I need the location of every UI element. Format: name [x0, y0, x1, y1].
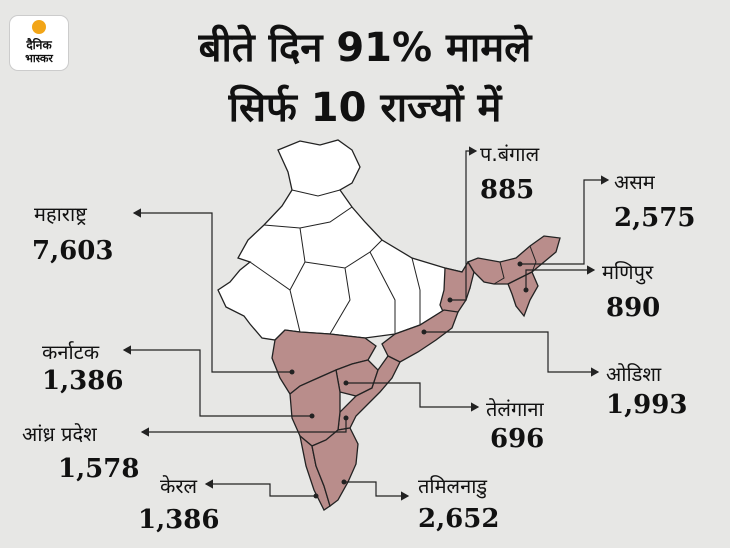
- leader-telangana: [346, 382, 480, 412]
- sun-icon: [32, 20, 46, 34]
- leader-manipur: [525, 265, 596, 290]
- label-telangana: तेलंगाना: [486, 397, 544, 421]
- headline-line-1: बीते दिन 91% मामले: [198, 25, 532, 71]
- leader-maharashtra: [132, 208, 292, 373]
- label-west-bengal: प.बंगाल: [480, 142, 540, 166]
- value-tamil-nadu: 2,652: [418, 504, 500, 534]
- leader-assam: [520, 175, 610, 265]
- label-karnataka: कर्नाटक: [42, 340, 100, 364]
- state-manipur: [507, 271, 539, 318]
- leader-andhra-pradesh: [140, 418, 347, 437]
- leader-west-bengal: [450, 146, 478, 301]
- value-telangana: 696: [490, 424, 545, 454]
- leader-kerala: [204, 479, 316, 497]
- state-karnataka: [289, 369, 341, 447]
- label-kerala: केरल: [160, 474, 198, 498]
- label-assam: असम: [614, 170, 655, 194]
- label-maharashtra: महाराष्ट्र: [34, 202, 87, 226]
- leader-odisha: [424, 331, 600, 377]
- state-andhra-pradesh: [337, 355, 401, 431]
- label-tamil-nadu: तमिलनाडु: [418, 474, 488, 498]
- value-andhra-pradesh: 1,578: [58, 454, 140, 484]
- state-assam: [467, 235, 561, 285]
- label-manipur: मणिपुर: [602, 260, 654, 284]
- leader-karnataka: [122, 345, 312, 417]
- value-manipur: 890: [606, 293, 661, 323]
- state-odisha: [381, 309, 459, 363]
- leader-tamil-nadu: [344, 481, 410, 501]
- label-andhra-pradesh: आंध्र प्रदेश: [22, 422, 97, 446]
- label-odisha: ओडिशा: [606, 362, 662, 386]
- value-karnataka: 1,386: [42, 366, 124, 396]
- value-odisha: 1,993: [606, 390, 688, 420]
- value-maharashtra: 7,603: [32, 236, 114, 266]
- value-assam: 2,575: [614, 203, 696, 233]
- headline-line-2: सिर्फ 10 राज्यों में: [228, 85, 502, 131]
- value-west-bengal: 885: [480, 175, 535, 205]
- dainik-bhaskar-logo: दैनिक भास्कर: [10, 16, 68, 70]
- logo-line-1: दैनिक: [26, 38, 52, 52]
- value-kerala: 1,386: [138, 505, 220, 535]
- logo-line-2: भास्कर: [25, 52, 53, 65]
